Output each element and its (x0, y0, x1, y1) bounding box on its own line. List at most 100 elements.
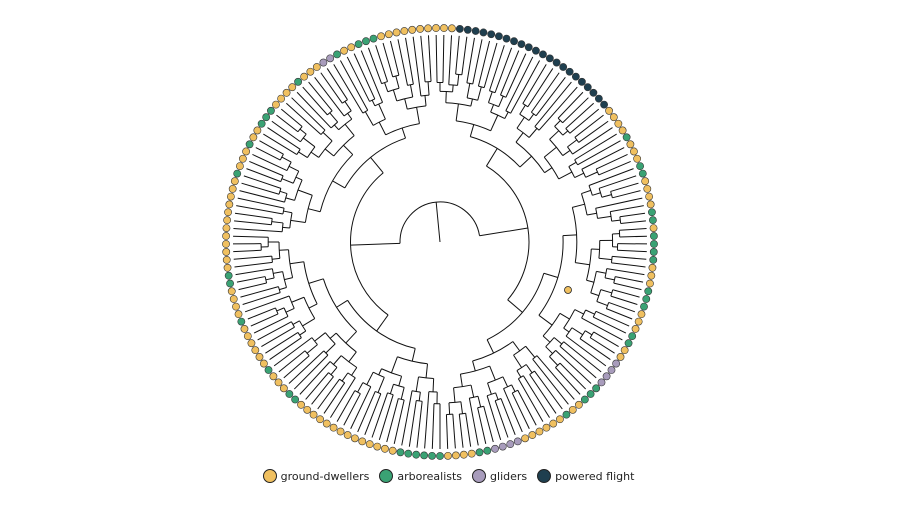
tip-marker-arborealists (237, 317, 246, 326)
tip-marker-arborealists (648, 216, 657, 225)
branch-radial (562, 150, 571, 156)
branch-radial (612, 190, 641, 199)
tip-marker-ground-dwellers (365, 440, 374, 449)
branch-radial (435, 35, 438, 83)
tip-marker-powered-flight (571, 72, 580, 81)
tip-marker-ground-dwellers (618, 126, 627, 135)
branch-radial (584, 330, 593, 336)
branch-radial (538, 86, 578, 131)
tip-marker-arborealists (622, 133, 631, 142)
branch-radial (529, 374, 557, 414)
branch-radial (495, 392, 499, 400)
branch-radial (290, 219, 306, 223)
branch-radial (612, 289, 640, 298)
branch-radial (346, 56, 370, 102)
branch-arc (574, 159, 579, 166)
branch-arc (291, 321, 295, 328)
tip-marker-arborealists (262, 113, 271, 122)
tip-marker-powered-flight (559, 63, 568, 71)
branch-arc (292, 170, 300, 184)
branch-radial (525, 364, 533, 374)
branch-radial (505, 56, 534, 111)
branch-radial (562, 97, 589, 124)
branch-radial (577, 140, 621, 166)
branch-radial (486, 148, 498, 167)
branch-radial (619, 235, 647, 238)
branch-radial (357, 391, 376, 433)
branch-radial (252, 153, 288, 171)
branch-arc (588, 185, 593, 196)
tip-marker-powered-flight (539, 50, 547, 59)
branch-radial (351, 367, 358, 376)
branch-radial (329, 112, 339, 123)
branch-arc (340, 355, 358, 368)
branch-radial (235, 268, 273, 276)
branch-radial (555, 350, 592, 384)
branch-radial (333, 355, 342, 365)
branch-radial (431, 403, 435, 449)
branch-radial (308, 208, 321, 213)
tip-marker-powered-flight (510, 37, 518, 46)
branch-radial (534, 370, 563, 410)
tip-marker-ground-dwellers (384, 30, 393, 39)
branch-radial (401, 390, 413, 446)
branch-arc (416, 400, 423, 402)
tip-marker-ground-dwellers (222, 248, 231, 256)
tip-marker-arborealists (638, 169, 647, 178)
branch-radial (234, 220, 272, 226)
branch-radial (512, 341, 521, 352)
branch-radial (344, 123, 355, 136)
branch-radial (527, 68, 554, 108)
tip-marker-ground-dwellers (242, 147, 250, 156)
branch-radial (233, 228, 283, 233)
branch-radial (237, 197, 285, 209)
tip-marker-arborealists (257, 119, 266, 128)
branch-radial (375, 45, 389, 82)
circle-swatch-icon (262, 469, 277, 483)
tip-marker-ground-dwellers (637, 310, 646, 319)
tip-marker-powered-flight (583, 83, 592, 92)
branch-radial (405, 37, 414, 85)
branch-radial (279, 287, 287, 291)
tip-marker-ground-dwellers (243, 332, 252, 341)
branch-arc (347, 300, 416, 349)
tip-marker-ground-dwellers (223, 263, 232, 272)
tip-marker-ground-dwellers (350, 434, 359, 443)
legend-item-ground-dwellers: ground-dwellers (262, 469, 369, 483)
legend-item-gliders: gliders (472, 469, 527, 483)
tip-marker-arborealists (650, 232, 658, 240)
branch-arc (466, 82, 473, 85)
branch-radial (581, 147, 625, 170)
branch-radial (283, 355, 310, 379)
branch-arc (515, 141, 545, 173)
branch-radial (317, 378, 340, 410)
tip-marker-arborealists (586, 390, 595, 398)
branch-arc (319, 154, 354, 212)
branch-radial (308, 303, 318, 309)
branch-radial (401, 127, 406, 139)
branch-radial (596, 270, 607, 274)
tip-marker-arborealists (436, 452, 444, 460)
branch-radial (532, 358, 569, 405)
branch-arc (516, 127, 530, 138)
branch-arc (439, 90, 453, 93)
branch-radial (348, 351, 357, 363)
branch-radial (269, 337, 302, 361)
branch-arc (563, 309, 576, 329)
branch-radial (323, 382, 346, 414)
branch-radial (386, 398, 399, 443)
branch-arc (486, 165, 530, 301)
tip-marker-ground-dwellers (633, 154, 642, 163)
branch-radial (563, 341, 602, 373)
branch-radial (389, 384, 394, 394)
tip-marker-ground-dwellers (312, 63, 321, 71)
branch-radial (398, 376, 403, 387)
branch-radial (285, 197, 295, 201)
tip-marker-ground-dwellers (646, 200, 655, 209)
branch-radial (528, 128, 538, 138)
tip-marker-arborealists (362, 37, 370, 46)
branch-radial (239, 190, 285, 203)
branch-radial (568, 161, 577, 167)
tip-marker-gliders (491, 444, 499, 453)
branch-radial (364, 393, 382, 436)
